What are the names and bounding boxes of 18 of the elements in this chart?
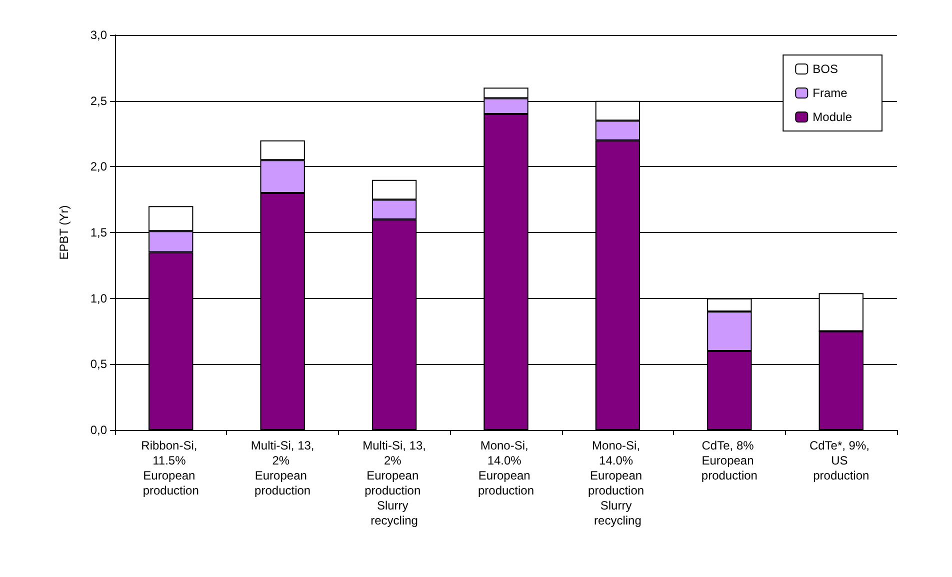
y-tick-label: 2,5 xyxy=(90,94,108,108)
legend-label: Module xyxy=(812,110,852,124)
x-tick-label: Multi-Si, 13,2% European production xyxy=(250,438,314,498)
legend-label: Frame xyxy=(812,86,848,100)
x-tick-label: Mono-Si, 14.0% European production xyxy=(478,438,534,498)
y-tick-label: 0,5 xyxy=(90,357,108,372)
x-tick-label: Mono-Si, 14.0% European production Slurry recycling xyxy=(588,438,648,528)
y-axis-title: EPBT (Yr) xyxy=(57,205,71,260)
x-tick-label: Multi-Si, 13,2% European production Slurry recycling xyxy=(362,438,426,528)
x-tick-label: Ribbon-Si, 11.5% European production xyxy=(141,438,201,498)
x-tick-label: CdTe*, 9%, US production xyxy=(809,438,873,482)
y-tick-label: 3,0 xyxy=(90,28,108,42)
x-tick-label: CdTe, 8% European production xyxy=(701,438,758,482)
y-tick-label: 1,0 xyxy=(90,291,108,306)
y-tick-label: 1,5 xyxy=(90,226,108,240)
y-tick-label: 2,0 xyxy=(90,160,108,174)
y-tick-label: 0,0 xyxy=(90,423,108,437)
legend-label: BOS xyxy=(812,62,838,76)
